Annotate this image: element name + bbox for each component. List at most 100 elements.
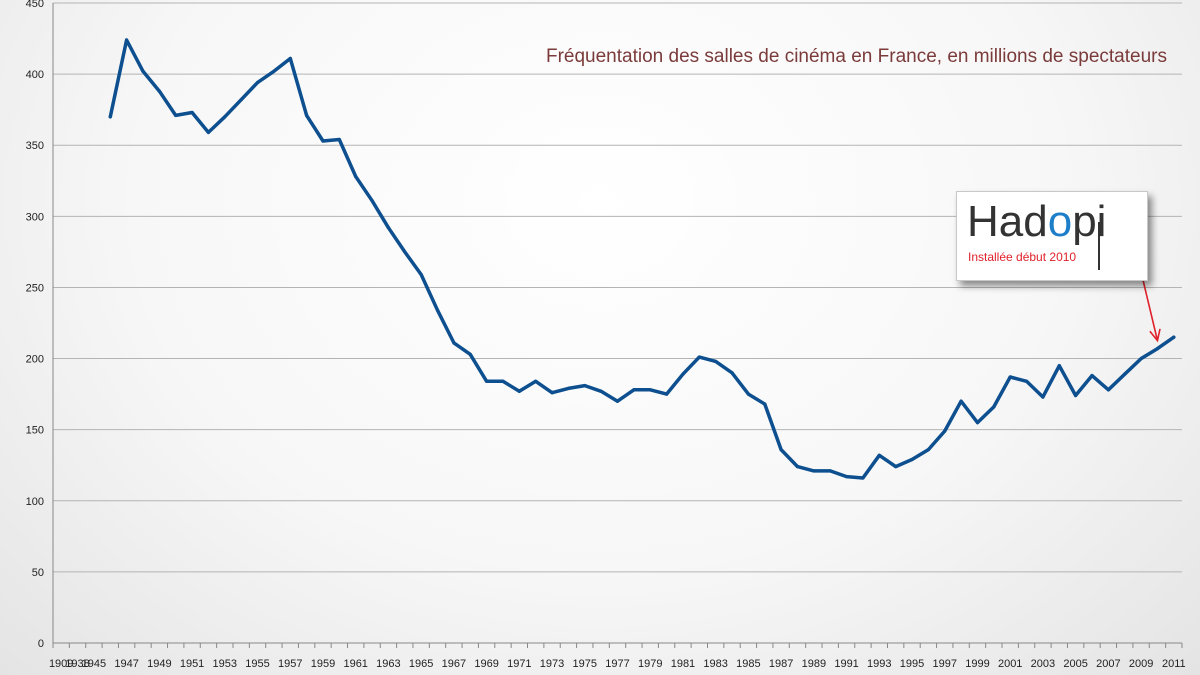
data-point xyxy=(697,355,701,359)
data-point xyxy=(992,405,996,409)
data-point xyxy=(975,421,980,425)
data-point xyxy=(877,453,881,457)
callout-note: Installée début 2010 xyxy=(968,250,1077,264)
data-point xyxy=(746,392,751,396)
data-point xyxy=(305,113,309,117)
x-tick-label: 1989 xyxy=(802,658,826,670)
x-tick-label: 1951 xyxy=(180,658,204,670)
y-axis-ticks: 0 50 100 150 200 250 300 350 400 450 xyxy=(26,0,44,650)
data-point xyxy=(828,469,832,473)
data-point xyxy=(501,379,505,383)
x-tick-label: 1963 xyxy=(376,658,400,670)
x-tick-label: 2001 xyxy=(998,658,1022,670)
hadopi-callout: Hadopi Installée début 2010 xyxy=(956,191,1148,281)
x-tick-label: 1975 xyxy=(573,658,597,670)
data-point xyxy=(1025,379,1029,383)
data-point xyxy=(1106,388,1110,392)
y-tick-label: 250 xyxy=(26,282,44,294)
y-tick-label: 300 xyxy=(26,211,44,223)
gridlines xyxy=(53,2,1182,573)
x-tick-label: 1953 xyxy=(213,658,237,670)
data-point xyxy=(517,389,521,393)
data-point xyxy=(354,174,358,179)
y-tick-label: 450 xyxy=(26,0,44,10)
data-point xyxy=(943,429,947,433)
data-point xyxy=(730,371,734,375)
x-tick-label: 1957 xyxy=(278,658,302,670)
data-point xyxy=(1008,375,1012,379)
x-tick-label: 1987 xyxy=(769,658,793,670)
data-point xyxy=(223,115,227,119)
x-tick-label: 2009 xyxy=(1129,658,1153,670)
data-point xyxy=(272,69,276,73)
y-tick-label: 150 xyxy=(26,425,44,437)
data-point xyxy=(861,476,865,480)
data-point xyxy=(452,341,456,345)
x-tick-label: 1969 xyxy=(474,658,498,670)
x-tick-label: 1973 xyxy=(540,658,564,670)
x-tick-label: 1955 xyxy=(245,658,269,670)
x-tick-label: 1995 xyxy=(900,658,924,670)
x-tick-label: 2003 xyxy=(1031,658,1055,670)
series-line xyxy=(108,38,1176,480)
data-point xyxy=(910,457,914,462)
data-point xyxy=(648,388,652,392)
data-point xyxy=(681,372,685,376)
y-tick-label: 350 xyxy=(26,140,44,152)
data-point xyxy=(1057,364,1061,368)
x-tick-label: 1999 xyxy=(965,658,989,670)
data-point xyxy=(125,38,129,42)
x-tick-label: 1938 xyxy=(65,658,89,670)
data-point xyxy=(419,273,423,277)
data-point xyxy=(1041,395,1045,399)
data-point xyxy=(174,113,178,117)
hadopi-logo: Hadopi xyxy=(967,197,1107,246)
x-tick-label: 2005 xyxy=(1063,658,1087,670)
x-tick-label: 1945 xyxy=(82,658,106,670)
data-point xyxy=(255,81,260,85)
chart-title: Fréquentation des salles de cinéma en Fr… xyxy=(546,46,1167,67)
x-tick-label: 2007 xyxy=(1096,658,1120,670)
data-point xyxy=(141,69,145,73)
data-point xyxy=(550,391,554,395)
x-tick-label: 1981 xyxy=(671,658,695,670)
data-point xyxy=(108,115,112,119)
data-point xyxy=(1074,393,1078,398)
data-point xyxy=(239,98,243,102)
x-tick-label: 1985 xyxy=(736,658,760,670)
data-point xyxy=(599,389,603,393)
data-point xyxy=(812,469,816,473)
y-tick-label: 50 xyxy=(32,567,44,579)
data-point xyxy=(190,110,194,115)
x-tick-label: 1967 xyxy=(442,658,466,670)
x-tick-label: 1977 xyxy=(605,658,629,670)
data-point xyxy=(615,399,620,403)
data-point xyxy=(959,399,963,403)
data-point xyxy=(157,89,161,93)
data-point xyxy=(926,448,931,452)
data-point xyxy=(485,379,489,383)
data-point xyxy=(894,465,898,469)
data-point xyxy=(321,139,325,143)
data-series xyxy=(108,38,1176,480)
x-tick-label: 1965 xyxy=(409,658,433,670)
x-tick-label: 1971 xyxy=(507,658,531,670)
data-point xyxy=(468,352,472,356)
data-point xyxy=(665,392,669,396)
data-point xyxy=(370,199,374,203)
x-tick-label: 1983 xyxy=(703,658,727,670)
data-point xyxy=(386,226,390,230)
y-tick-label: 0 xyxy=(38,638,44,650)
x-tick-label: 1959 xyxy=(311,658,335,670)
data-point xyxy=(288,56,292,61)
data-point xyxy=(534,379,538,383)
data-point xyxy=(337,137,341,142)
x-tick-label: 1949 xyxy=(147,658,171,670)
x-tick-label: 1961 xyxy=(343,658,367,670)
arrow-head xyxy=(1149,328,1161,343)
logo-bar xyxy=(1098,222,1100,270)
axes xyxy=(52,3,1183,648)
data-point xyxy=(845,475,849,479)
y-tick-label: 400 xyxy=(26,69,44,81)
